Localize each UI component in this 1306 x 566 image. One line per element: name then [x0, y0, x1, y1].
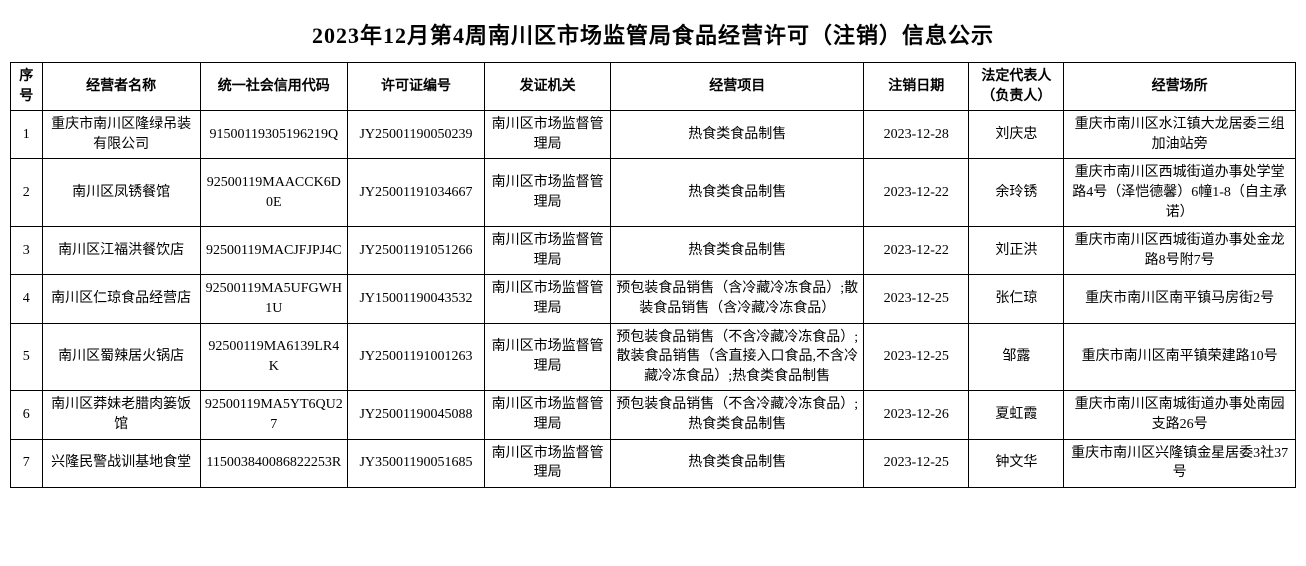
cell-name: 兴隆民警战训基地食堂	[42, 439, 200, 487]
cell-date: 2023-12-26	[864, 391, 969, 439]
cell-code: 92500119MAACCK6D0E	[200, 159, 347, 227]
cell-lic: JY35001190051685	[348, 439, 485, 487]
cell-code: 91500119305196219Q	[200, 111, 347, 159]
col-header-auth: 发证机关	[484, 63, 610, 111]
table-row: 3 南川区江福洪餐饮店 92500119MACJFJPJ4C JY2500119…	[11, 227, 1296, 275]
cell-date: 2023-12-25	[864, 275, 969, 323]
cell-lic: JY25001191034667	[348, 159, 485, 227]
cell-seq: 7	[11, 439, 43, 487]
cell-seq: 2	[11, 159, 43, 227]
table-body: 1 重庆市南川区隆绿吊装有限公司 91500119305196219Q JY25…	[11, 111, 1296, 488]
col-header-name: 经营者名称	[42, 63, 200, 111]
col-header-lic: 许可证编号	[348, 63, 485, 111]
cell-scope: 热食类食品制售	[611, 439, 864, 487]
table-row: 6 南川区莽妹老腊肉篓饭馆 92500119MA5YT6QU27 JY25001…	[11, 391, 1296, 439]
cell-seq: 4	[11, 275, 43, 323]
cell-lic: JY25001190050239	[348, 111, 485, 159]
table-row: 1 重庆市南川区隆绿吊装有限公司 91500119305196219Q JY25…	[11, 111, 1296, 159]
cell-rep: 邹露	[969, 323, 1064, 391]
cell-scope: 预包装食品销售（不含冷藏冷冻食品）;热食类食品制售	[611, 391, 864, 439]
cell-auth: 南川区市场监督管理局	[484, 275, 610, 323]
col-header-seq: 序号	[11, 63, 43, 111]
cell-rep: 夏虹霞	[969, 391, 1064, 439]
cell-addr: 重庆市南川区兴隆镇金星居委3社37号	[1064, 439, 1296, 487]
cell-auth: 南川区市场监督管理局	[484, 323, 610, 391]
cell-rep: 余玲锈	[969, 159, 1064, 227]
table-row: 4 南川区仁琼食品经营店 92500119MA5UFGWH1U JY150011…	[11, 275, 1296, 323]
cell-date: 2023-12-25	[864, 323, 969, 391]
cell-auth: 南川区市场监督管理局	[484, 159, 610, 227]
cell-date: 2023-12-22	[864, 159, 969, 227]
cell-name: 南川区蜀辣居火锅店	[42, 323, 200, 391]
cell-code: 92500119MA5YT6QU27	[200, 391, 347, 439]
cell-seq: 1	[11, 111, 43, 159]
cell-auth: 南川区市场监督管理局	[484, 439, 610, 487]
cell-rep: 刘庆忠	[969, 111, 1064, 159]
page-title: 2023年12月第4周南川区市场监管局食品经营许可（注销）信息公示	[10, 18, 1296, 50]
cell-auth: 南川区市场监督管理局	[484, 227, 610, 275]
cell-date: 2023-12-28	[864, 111, 969, 159]
cell-addr: 重庆市南川区南城街道办事处南园支路26号	[1064, 391, 1296, 439]
cell-scope: 热食类食品制售	[611, 159, 864, 227]
cell-name: 南川区凤锈餐馆	[42, 159, 200, 227]
cell-seq: 5	[11, 323, 43, 391]
col-header-code: 统一社会信用代码	[200, 63, 347, 111]
license-table: 序号 经营者名称 统一社会信用代码 许可证编号 发证机关 经营项目 注销日期 法…	[10, 62, 1296, 488]
cell-code: 92500119MA5UFGWH1U	[200, 275, 347, 323]
table-header-row: 序号 经营者名称 统一社会信用代码 许可证编号 发证机关 经营项目 注销日期 法…	[11, 63, 1296, 111]
table-row: 5 南川区蜀辣居火锅店 92500119MA6139LR4K JY2500119…	[11, 323, 1296, 391]
cell-code: 92500119MA6139LR4K	[200, 323, 347, 391]
cell-addr: 重庆市南川区南平镇马房街2号	[1064, 275, 1296, 323]
cell-rep: 钟文华	[969, 439, 1064, 487]
cell-scope: 预包装食品销售（不含冷藏冷冻食品）;散装食品销售（含直接入口食品,不含冷藏冷冻食…	[611, 323, 864, 391]
cell-lic: JY25001191001263	[348, 323, 485, 391]
cell-scope: 预包装食品销售（含冷藏冷冻食品）;散装食品销售（含冷藏冷冻食品）	[611, 275, 864, 323]
col-header-date: 注销日期	[864, 63, 969, 111]
col-header-scope: 经营项目	[611, 63, 864, 111]
cell-date: 2023-12-25	[864, 439, 969, 487]
cell-seq: 3	[11, 227, 43, 275]
cell-name: 南川区仁琼食品经营店	[42, 275, 200, 323]
cell-scope: 热食类食品制售	[611, 111, 864, 159]
cell-scope: 热食类食品制售	[611, 227, 864, 275]
cell-name: 南川区江福洪餐饮店	[42, 227, 200, 275]
col-header-rep: 法定代表人（负责人）	[969, 63, 1064, 111]
cell-lic: JY25001190045088	[348, 391, 485, 439]
cell-auth: 南川区市场监督管理局	[484, 111, 610, 159]
cell-date: 2023-12-22	[864, 227, 969, 275]
cell-addr: 重庆市南川区西城街道办事处金龙路8号附7号	[1064, 227, 1296, 275]
cell-code: 115003840086822253R	[200, 439, 347, 487]
cell-auth: 南川区市场监督管理局	[484, 391, 610, 439]
cell-rep: 张仁琼	[969, 275, 1064, 323]
cell-rep: 刘正洪	[969, 227, 1064, 275]
table-row: 2 南川区凤锈餐馆 92500119MAACCK6D0E JY250011910…	[11, 159, 1296, 227]
cell-seq: 6	[11, 391, 43, 439]
cell-lic: JY25001191051266	[348, 227, 485, 275]
table-row: 7 兴隆民警战训基地食堂 115003840086822253R JY35001…	[11, 439, 1296, 487]
cell-name: 重庆市南川区隆绿吊装有限公司	[42, 111, 200, 159]
cell-name: 南川区莽妹老腊肉篓饭馆	[42, 391, 200, 439]
cell-lic: JY15001190043532	[348, 275, 485, 323]
cell-addr: 重庆市南川区水江镇大龙居委三组加油站旁	[1064, 111, 1296, 159]
cell-code: 92500119MACJFJPJ4C	[200, 227, 347, 275]
cell-addr: 重庆市南川区南平镇荣建路10号	[1064, 323, 1296, 391]
cell-addr: 重庆市南川区西城街道办事处学堂路4号（泽恺德馨）6幢1-8（自主承诺）	[1064, 159, 1296, 227]
col-header-addr: 经营场所	[1064, 63, 1296, 111]
